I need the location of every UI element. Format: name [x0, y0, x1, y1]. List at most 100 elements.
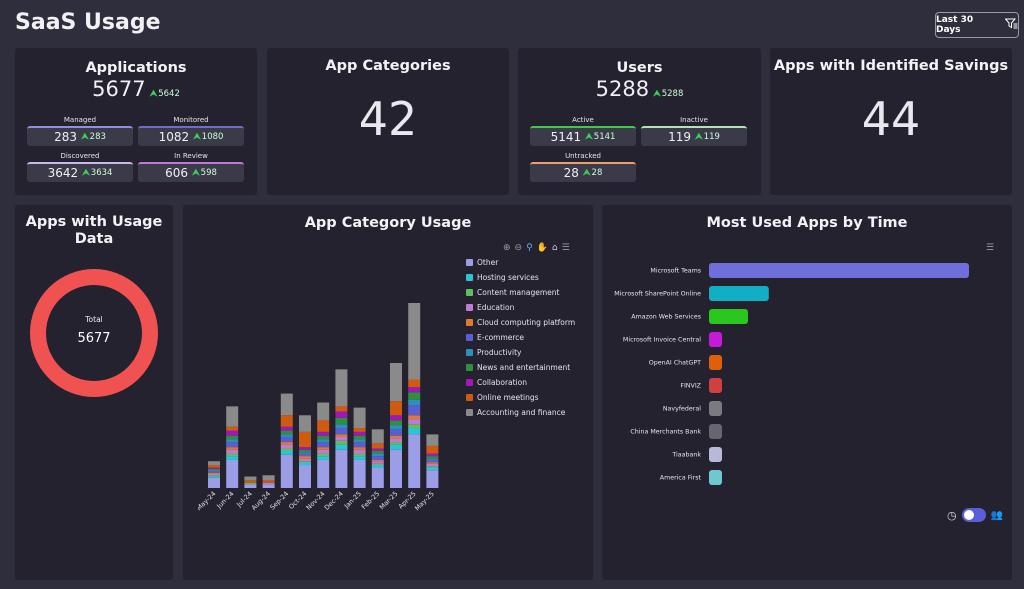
bar-segment[interactable] [408, 392, 421, 400]
bar-segment[interactable] [353, 449, 366, 454]
bar-segment[interactable] [208, 461, 220, 466]
time-users-toggle[interactable] [961, 508, 986, 522]
bar-segment[interactable] [426, 458, 439, 460]
bar-segment[interactable] [226, 406, 239, 427]
bar-segment[interactable] [280, 444, 293, 449]
bar-segment[interactable] [353, 428, 366, 432]
legend-item[interactable]: Cloud computing platform [466, 315, 575, 330]
bar-segment[interactable] [371, 443, 384, 449]
bar-segment[interactable] [371, 456, 384, 460]
bar-segment[interactable] [335, 444, 348, 450]
bar-segment[interactable] [390, 444, 402, 450]
bar-segment[interactable] [390, 435, 402, 439]
bar-segment[interactable] [280, 430, 293, 435]
legend-item[interactable]: Collaboration [466, 375, 575, 390]
bar-segment[interactable] [280, 415, 293, 427]
bar-segment[interactable] [262, 475, 275, 481]
bar-segment[interactable] [208, 477, 220, 488]
bar-segment[interactable] [426, 466, 439, 468]
bar-segment[interactable] [226, 447, 239, 450]
pan-hand-icon[interactable]: ✋ [536, 243, 548, 253]
menu-icon[interactable]: ☰ [986, 243, 995, 253]
bar-segment[interactable] [317, 453, 330, 457]
bar-segment[interactable] [317, 439, 330, 443]
stat-inactive[interactable]: Inactive 119 ⮝ 119 [641, 116, 747, 146]
bar-segment[interactable] [317, 431, 330, 436]
bar-segment[interactable] [317, 442, 330, 448]
bar-segment[interactable] [390, 425, 402, 430]
bar-segment[interactable] [262, 480, 275, 483]
app-bar[interactable] [709, 332, 722, 347]
bar-segment[interactable] [426, 445, 439, 454]
bar-segment[interactable] [426, 453, 439, 457]
bar-segment[interactable] [335, 406, 348, 412]
bar-segment[interactable] [390, 429, 402, 436]
bar-segment[interactable] [353, 447, 366, 450]
bar-segment[interactable] [390, 362, 402, 402]
bar-segment[interactable] [371, 448, 384, 451]
bar-segment[interactable] [317, 456, 330, 460]
bar-segment[interactable] [208, 472, 220, 474]
bar-segment[interactable] [226, 426, 239, 431]
stat-active[interactable]: Active 5141 ⮝ 5141 [530, 116, 636, 146]
bar-segment[interactable] [390, 449, 402, 488]
bar-segment[interactable] [353, 435, 366, 440]
bar-segment[interactable] [353, 442, 366, 448]
bar-segment[interactable] [353, 431, 366, 436]
bar-segment[interactable] [408, 419, 421, 425]
bar-segment[interactable] [280, 426, 293, 431]
clock-icon[interactable]: ◷ [947, 508, 957, 522]
bar-segment[interactable] [390, 401, 402, 416]
bar-segment[interactable] [262, 484, 275, 488]
bar-segment[interactable] [299, 447, 311, 450]
bar-segment[interactable] [226, 435, 239, 440]
bar-segment[interactable] [335, 436, 348, 441]
bar-segment[interactable] [371, 461, 384, 464]
search-zoom-icon[interactable]: ⚲ [526, 243, 533, 253]
stat-managed[interactable]: Managed 283 ⮝ 283 [27, 116, 133, 146]
bar-segment[interactable] [299, 458, 311, 462]
bar-segment[interactable] [280, 448, 293, 451]
legend-item[interactable]: Accounting and finance [466, 405, 575, 420]
date-range-filter-button[interactable]: Last 30 Days [935, 12, 1019, 38]
bar-segment[interactable] [208, 465, 220, 468]
bar-segment[interactable] [226, 449, 239, 454]
bar-segment[interactable] [371, 429, 384, 444]
bar-segment[interactable] [317, 435, 330, 440]
legend-item[interactable]: Education [466, 300, 575, 315]
bar-segment[interactable] [426, 434, 439, 446]
bar-segment[interactable] [408, 424, 421, 429]
bar-segment[interactable] [371, 463, 384, 466]
bar-segment[interactable] [226, 456, 239, 460]
bar-segment[interactable] [208, 471, 220, 473]
legend-item[interactable]: Hosting services [466, 270, 575, 285]
legend-item[interactable]: Content management [466, 285, 575, 300]
bar-segment[interactable] [317, 459, 330, 488]
stat-in-review[interactable]: In Review 606 ⮝ 598 [138, 152, 244, 182]
bar-segment[interactable] [208, 468, 220, 471]
bar-segment[interactable] [299, 465, 311, 488]
bar-segment[interactable] [280, 436, 293, 443]
stat-discovered[interactable]: Discovered 3642 ⮝ 3634 [27, 152, 133, 182]
bar-segment[interactable] [335, 440, 348, 445]
zoom-out-icon[interactable]: ⊖ [514, 243, 523, 253]
app-bar[interactable] [709, 401, 722, 416]
legend-item[interactable]: Online meetings [466, 390, 575, 405]
bar-segment[interactable] [353, 439, 366, 443]
menu-icon[interactable]: ☰ [561, 243, 570, 253]
bar-segment[interactable] [390, 442, 402, 445]
bar-segment[interactable] [317, 420, 330, 432]
bar-segment[interactable] [371, 467, 384, 488]
bar-segment[interactable] [244, 480, 257, 483]
bar-segment[interactable] [317, 449, 330, 454]
bar-segment[interactable] [335, 411, 348, 418]
app-bar[interactable] [709, 286, 769, 301]
app-bar[interactable] [709, 309, 748, 324]
bar-segment[interactable] [335, 428, 348, 435]
bar-segment[interactable] [353, 456, 366, 460]
bar-segment[interactable] [371, 459, 384, 462]
bar-segment[interactable] [244, 476, 257, 481]
bar-segment[interactable] [335, 424, 348, 429]
bar-segment[interactable] [408, 379, 421, 388]
bar-segment[interactable] [299, 462, 311, 466]
